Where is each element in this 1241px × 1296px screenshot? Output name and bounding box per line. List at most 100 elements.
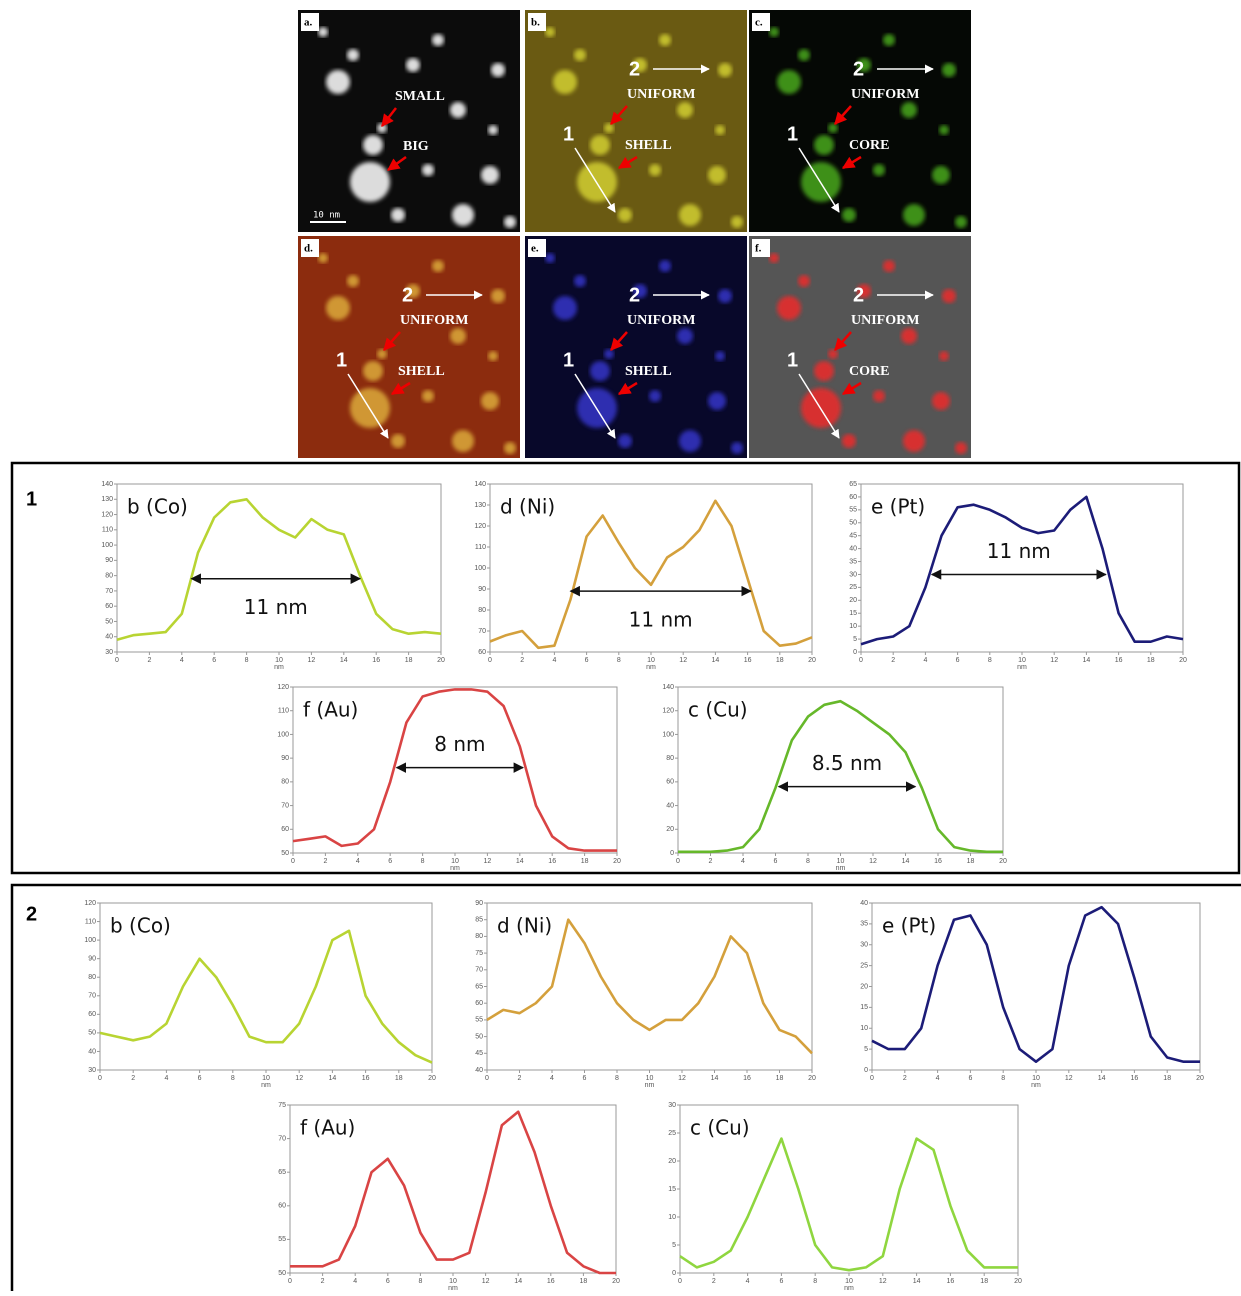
y-tick-label: 5: [672, 1242, 676, 1249]
micrograph-panel: b.2UNIFORM1SHELL: [525, 10, 747, 232]
x-tick-label: 14: [913, 1278, 921, 1285]
x-tick-label: 4: [936, 1075, 940, 1082]
x-tick-label: 0: [288, 1278, 292, 1285]
particle: [955, 216, 967, 228]
y-tick-label: 40: [849, 545, 857, 552]
y-tick-label: 50: [105, 618, 113, 625]
particle: [422, 164, 434, 176]
chart-title: b (Co): [127, 495, 188, 519]
x-tick-label: 10: [647, 657, 655, 664]
x-tick-label: 12: [879, 1278, 887, 1285]
width-label: 8.5 nm: [812, 751, 882, 775]
particle: [718, 289, 732, 303]
note: UNIFORM: [851, 313, 919, 328]
y-tick-label: 40: [105, 634, 113, 641]
x-tick-label: 20: [612, 1278, 620, 1285]
x-tick-label: 12: [482, 1278, 490, 1285]
y-tick-label: 40: [860, 900, 868, 907]
x-tick-label: 2: [903, 1075, 907, 1082]
particle: [798, 49, 810, 61]
x-tick-label: 0: [291, 858, 295, 865]
chart-title: f (Au): [303, 698, 358, 722]
x-tick-label: 4: [356, 858, 360, 865]
particle: [883, 34, 895, 46]
particle: [406, 58, 420, 72]
y-tick-label: 50: [88, 1030, 96, 1037]
panel-background: [298, 10, 520, 232]
particle: [481, 392, 499, 410]
x-tick-label: 2: [131, 1075, 135, 1082]
x-tick-label: 18: [395, 1075, 403, 1082]
particle: [932, 166, 950, 184]
x-tick-label: 16: [934, 858, 942, 865]
y-tick-label: 30: [849, 571, 857, 578]
particle: [347, 49, 359, 61]
y-tick-label: 50: [849, 520, 857, 527]
x-tick-label: 16: [947, 1278, 955, 1285]
x-tick-label: 14: [516, 858, 524, 865]
particle: [391, 208, 405, 222]
particle: [679, 204, 701, 226]
particle: [604, 349, 614, 359]
y-tick-label: 110: [278, 708, 289, 715]
x-tick-label: 10: [837, 858, 845, 865]
particle: [649, 164, 661, 176]
chart-title: e (Pt): [882, 914, 936, 938]
y-tick-label: 100: [84, 937, 96, 944]
particle: [677, 328, 693, 344]
x-tick-label: 6: [212, 657, 216, 664]
y-tick-label: 35: [849, 558, 857, 565]
x-tick-label: 12: [1050, 657, 1058, 664]
x-tick-label: 18: [776, 657, 784, 664]
y-tick-label: 140: [662, 684, 674, 691]
micrograph-panel: f.2UNIFORM1CORE: [749, 236, 971, 458]
x-tick-label: 18: [1147, 657, 1155, 664]
y-tick-label: 70: [88, 993, 96, 1000]
particle: [955, 442, 967, 454]
x-tick-label: 8: [1001, 1075, 1005, 1082]
y-tick-label: 60: [278, 1203, 286, 1210]
note: UNIFORM: [851, 87, 919, 102]
x-tick-label: 18: [967, 858, 975, 865]
x-tick-label: 20: [808, 1075, 816, 1082]
x-tick-label: 6: [388, 858, 392, 865]
x-axis-label: nm: [448, 1285, 458, 1291]
particle: [618, 208, 632, 222]
y-tick-label: 75: [475, 950, 483, 957]
particle: [377, 349, 387, 359]
y-tick-label: 60: [849, 494, 857, 501]
particle: [731, 442, 743, 454]
y-tick-label: 120: [277, 684, 289, 691]
x-tick-label: 0: [98, 1075, 102, 1082]
particle: [545, 27, 555, 37]
x-tick-label: 2: [321, 1278, 325, 1285]
x-tick-label: 2: [323, 858, 327, 865]
y-tick-label: 50: [278, 1270, 286, 1277]
x-tick-label: 2: [712, 1278, 716, 1285]
x-tick-label: 14: [711, 1075, 719, 1082]
x-tick-label: 0: [678, 1278, 682, 1285]
y-tick-label: 40: [88, 1048, 96, 1055]
panel-background: [749, 236, 971, 458]
x-tick-label: 16: [1131, 1075, 1139, 1082]
x-tick-label: 16: [372, 657, 380, 664]
particle: [350, 162, 390, 202]
x-tick-label: 14: [902, 858, 910, 865]
particle: [769, 253, 779, 263]
profile-label: 2: [26, 903, 37, 925]
y-tick-label: 65: [278, 1169, 286, 1176]
particle: [363, 361, 383, 381]
x-tick-label: 0: [676, 858, 680, 865]
y-tick-label: 0: [670, 850, 674, 857]
x-tick-label: 14: [340, 657, 348, 664]
x-tick-label: 18: [405, 657, 413, 664]
note: UNIFORM: [627, 313, 695, 328]
x-tick-label: 14: [1083, 657, 1091, 664]
number: 2: [853, 58, 864, 80]
particle: [590, 361, 610, 381]
panel-background: [525, 10, 747, 232]
note: SHELL: [398, 364, 445, 379]
y-tick-label: 120: [662, 708, 674, 715]
panel-label: f.: [755, 243, 762, 255]
